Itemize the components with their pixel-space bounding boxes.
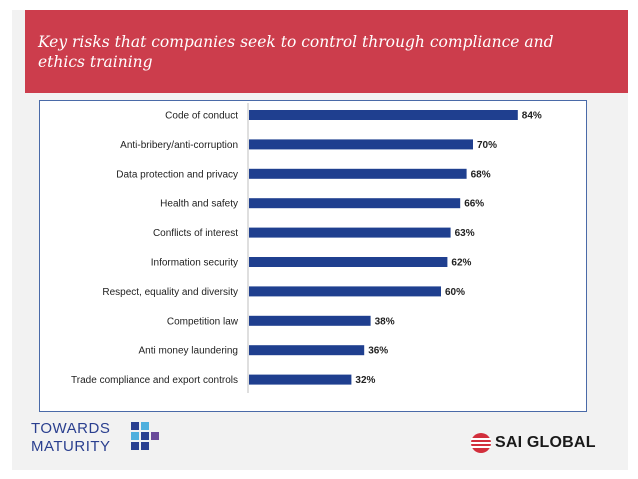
category-label: Conflicts of interest (153, 228, 238, 239)
data-label: 84% (522, 111, 542, 122)
bar (249, 257, 448, 267)
bar (249, 374, 352, 385)
data-label: 32% (355, 375, 375, 386)
data-label: 60% (445, 287, 465, 298)
data-label: 36% (368, 346, 388, 357)
sai-emblem-icon (471, 433, 491, 453)
category-label: Health and safety (160, 199, 238, 210)
data-label: 68% (471, 169, 491, 180)
bar (249, 168, 467, 179)
bar (249, 198, 461, 209)
data-label: 38% (375, 316, 395, 327)
logo-text-line1: TOWARDS (31, 420, 111, 437)
bar (249, 139, 473, 150)
category-label: Competition law (167, 316, 239, 327)
sai-global-logo: SAI GLOBAL (470, 432, 620, 458)
category-label: Information security (151, 258, 238, 269)
category-label: Code of conduct (165, 111, 238, 122)
chart-frame: Code of conduct 84% Anti-bribery/anti-corr… (39, 100, 587, 412)
slide-title: Key risks that companies seek to control… (38, 33, 554, 71)
towards-maturity-logo: TOWARDS MATURITY (31, 420, 181, 458)
category-label: Respect, equality and diversity (102, 287, 238, 298)
data-label: 66% (464, 199, 484, 210)
bar-chart: Code of conduct 84% Anti-bribery/anti-corr… (71, 103, 542, 393)
category-label: Anti-bribery/anti-corruption (120, 140, 238, 151)
sai-global-wordmark: SAI GLOBAL (495, 434, 596, 451)
data-label: 70% (477, 140, 497, 151)
bar (249, 345, 365, 356)
data-label: 62% (451, 258, 471, 269)
category-label: Anti money laundering (138, 346, 238, 357)
bar (249, 286, 441, 297)
bar (249, 315, 371, 326)
bar (249, 110, 518, 120)
category-label: Trade compliance and export controls (71, 375, 238, 386)
data-label: 63% (455, 228, 475, 239)
bar (249, 227, 451, 238)
logo-text-line2: MATURITY (31, 438, 111, 455)
category-label: Data protection and privacy (116, 169, 238, 180)
slide-header: Key risks that companies seek to control… (25, 10, 628, 93)
